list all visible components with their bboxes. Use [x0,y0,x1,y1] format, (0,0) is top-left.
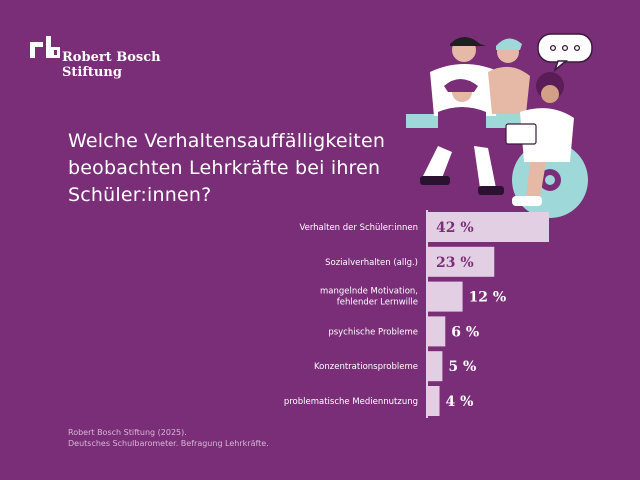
bar-1 [428,246,495,277]
value-label-5: 4 % [446,394,474,410]
bar-0 [428,212,549,242]
value-label-4: 5 % [448,359,476,375]
value-label-3: 6 % [451,324,479,340]
category-label-4: Konzentrationsprobleme [314,362,418,372]
rb-logo-icon [30,36,60,58]
value-label-1: 23 % [436,255,474,271]
page-title: Welche Verhaltensauffälligkeiten beobach… [68,128,408,209]
category-label-3: psychische Probleme [328,327,418,337]
title-line-1: Welche Verhaltensauffälligkeiten [68,130,386,152]
source-line-2: Deutsches Schulbarometer. Befragung Lehr… [68,439,269,448]
value-label-2: 12 % [469,290,507,306]
bar-5 [428,386,440,416]
category-label-5: problematische Mediennutzung [284,397,418,407]
category-label-2: mangelnde Motivation, fehlender Lernwille [320,287,418,308]
bar-2 [428,281,463,312]
brand-logo: Robert Bosch Stiftung [30,36,161,80]
brand-name-line1: Robert Bosch [62,50,161,65]
value-label-0: 42 % [436,220,474,236]
source-line-1: Robert Bosch Stiftung (2025). [68,428,187,437]
brand-name-line2: Stiftung [62,65,122,80]
bar-4 [428,351,443,382]
category-label-0: Verhalten der Schüler:innen [299,223,418,233]
source-note: Robert Bosch Stiftung (2025). Deutsches … [68,427,269,449]
title-line-2: beobachten Lehrkräfte bei ihren [68,157,381,179]
brand-name: Robert Bosch Stiftung [62,50,161,80]
people-illustration [406,33,593,218]
title-line-3: Schüler:innen? [68,184,212,206]
bar-3 [428,316,446,347]
category-label-1: Sozialverhalten (allg.) [325,258,418,268]
